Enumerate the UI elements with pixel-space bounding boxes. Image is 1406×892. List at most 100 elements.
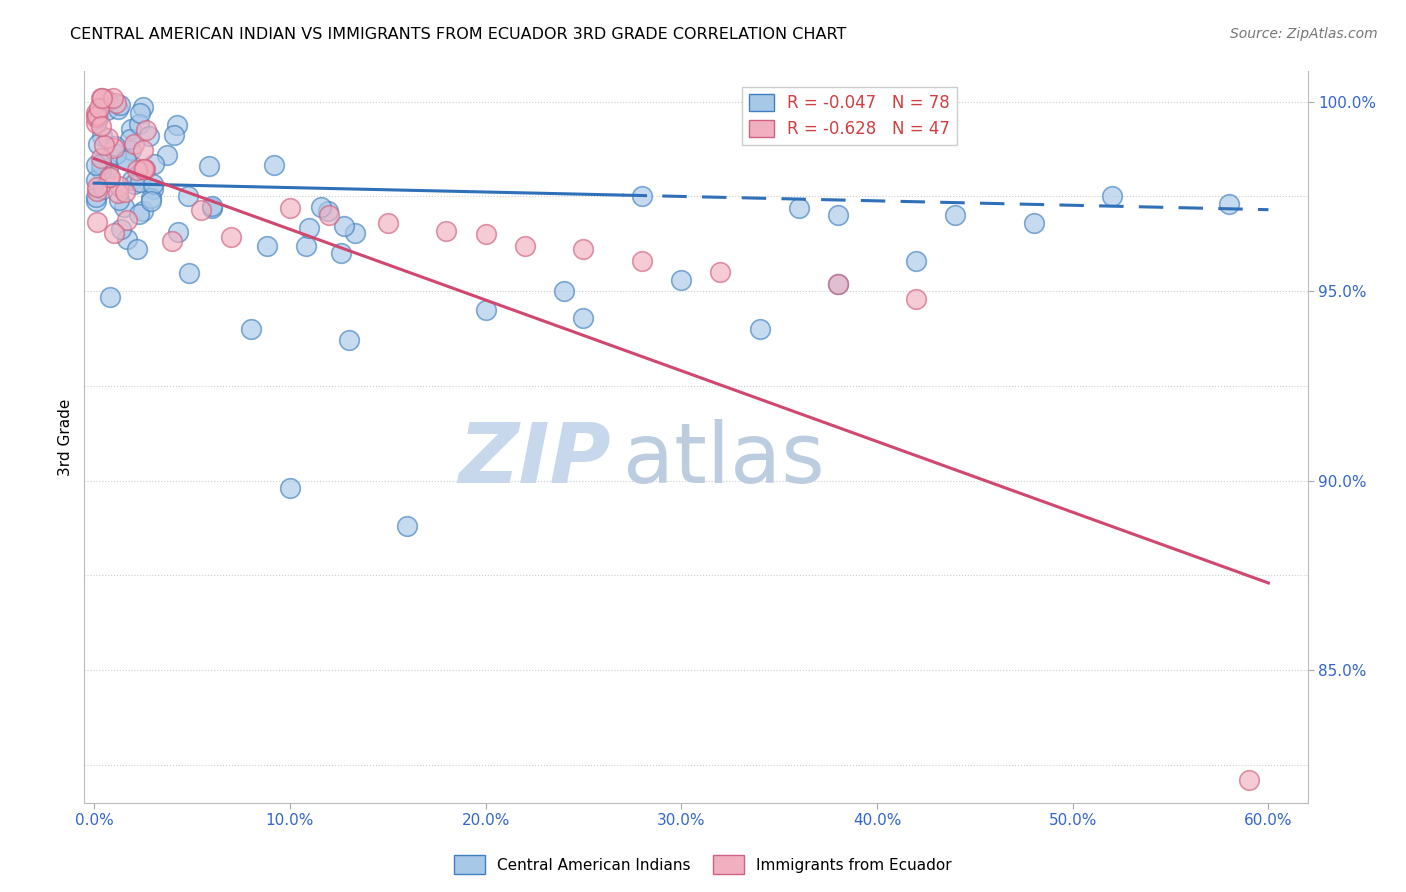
- Point: [84, 158, 107, 172]
- Point: [709, 265, 731, 279]
- Point: [125, 242, 148, 256]
- Point: [1237, 773, 1260, 788]
- Point: [905, 292, 928, 306]
- Point: [329, 246, 352, 260]
- Point: [131, 203, 153, 218]
- Point: [121, 172, 143, 186]
- Point: [294, 239, 316, 253]
- Point: [436, 223, 458, 237]
- Point: [122, 177, 145, 191]
- Point: [115, 153, 138, 167]
- Point: [97, 131, 120, 145]
- Point: [107, 194, 129, 208]
- Point: [91, 129, 114, 144]
- Point: [139, 191, 162, 205]
- Point: [90, 151, 112, 165]
- Point: [396, 519, 419, 533]
- Point: [160, 234, 183, 248]
- Point: [201, 199, 224, 213]
- Point: [90, 162, 112, 177]
- Point: [827, 208, 849, 222]
- Point: [156, 148, 179, 162]
- Point: [107, 186, 129, 200]
- Y-axis label: 3rd Grade: 3rd Grade: [58, 399, 73, 475]
- Point: [671, 273, 693, 287]
- Point: [90, 119, 112, 133]
- Point: [128, 207, 150, 221]
- Point: [129, 105, 152, 120]
- Point: [132, 100, 155, 114]
- Point: [316, 204, 339, 219]
- Point: [112, 200, 135, 214]
- Point: [103, 226, 125, 240]
- Point: [219, 229, 242, 244]
- Point: [98, 169, 121, 184]
- Point: [553, 284, 575, 298]
- Point: [166, 119, 188, 133]
- Point: [84, 190, 107, 204]
- Point: [104, 96, 127, 111]
- Point: [124, 136, 146, 151]
- Point: [263, 158, 285, 172]
- Point: [162, 128, 184, 142]
- Point: [120, 132, 142, 146]
- Point: [256, 239, 278, 253]
- Point: [103, 139, 125, 153]
- Point: [91, 91, 114, 105]
- Point: [333, 219, 356, 233]
- Point: [377, 216, 399, 230]
- Point: [86, 107, 108, 121]
- Point: [1022, 216, 1045, 230]
- Point: [197, 159, 219, 173]
- Point: [201, 202, 224, 216]
- Text: CENTRAL AMERICAN INDIAN VS IMMIGRANTS FROM ECUADOR 3RD GRADE CORRELATION CHART: CENTRAL AMERICAN INDIAN VS IMMIGRANTS FR…: [70, 27, 846, 42]
- Point: [86, 215, 108, 229]
- Text: Source: ZipAtlas.com: Source: ZipAtlas.com: [1230, 27, 1378, 41]
- Point: [239, 322, 262, 336]
- Point: [337, 334, 360, 348]
- Point: [138, 128, 160, 143]
- Point: [166, 225, 188, 239]
- Point: [120, 121, 142, 136]
- Point: [90, 91, 112, 105]
- Text: atlas: atlas: [623, 418, 824, 500]
- Point: [96, 103, 118, 117]
- Point: [115, 212, 138, 227]
- Point: [943, 208, 966, 222]
- Point: [343, 226, 366, 240]
- Point: [474, 227, 496, 242]
- Point: [110, 222, 132, 236]
- Legend: Central American Indians, Immigrants from Ecuador: Central American Indians, Immigrants fro…: [449, 849, 957, 880]
- Point: [827, 277, 849, 291]
- Point: [101, 91, 124, 105]
- Point: [84, 173, 107, 187]
- Point: [474, 303, 496, 318]
- Point: [84, 194, 107, 208]
- Point: [132, 162, 155, 177]
- Point: [142, 182, 165, 196]
- Point: [93, 92, 115, 106]
- Point: [129, 175, 152, 189]
- Point: [93, 138, 115, 153]
- Point: [107, 178, 129, 193]
- Point: [190, 202, 212, 217]
- Point: [103, 141, 125, 155]
- Point: [176, 189, 198, 203]
- Point: [1218, 197, 1240, 211]
- Point: [115, 232, 138, 246]
- Point: [86, 137, 108, 152]
- Point: [572, 243, 595, 257]
- Point: [97, 170, 120, 185]
- Point: [827, 277, 849, 291]
- Point: [572, 310, 595, 325]
- Point: [107, 102, 129, 116]
- Point: [90, 157, 112, 171]
- Point: [177, 266, 200, 280]
- Point: [98, 290, 121, 304]
- Point: [86, 184, 108, 198]
- Point: [631, 189, 654, 203]
- Point: [278, 481, 301, 495]
- Point: [121, 143, 143, 157]
- Point: [110, 98, 132, 112]
- Point: [1101, 189, 1123, 203]
